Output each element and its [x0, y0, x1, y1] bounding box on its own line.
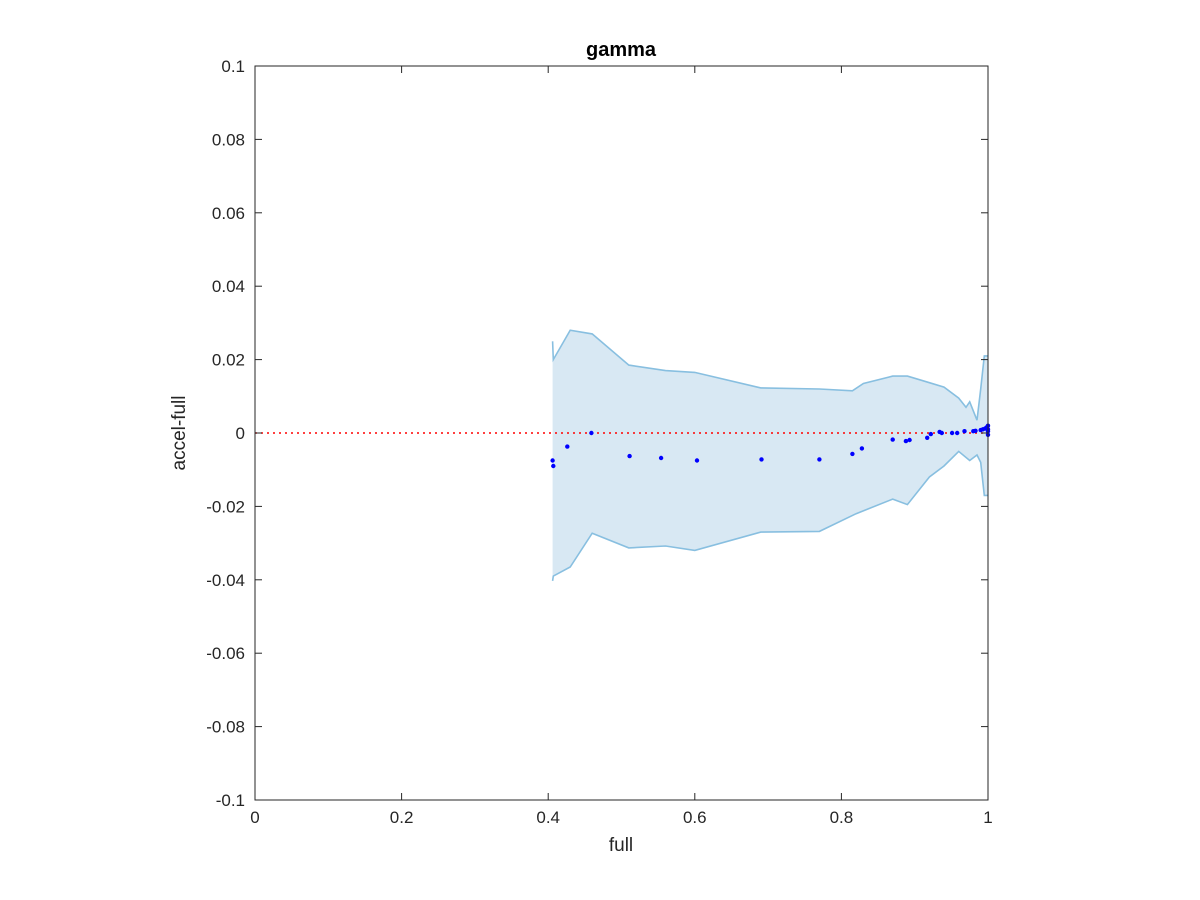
data-point — [550, 458, 555, 463]
y-tick-label: 0 — [236, 424, 245, 443]
band-upper-edge — [551, 329, 988, 421]
y-tick-label: -0.04 — [206, 571, 245, 590]
data-point — [551, 463, 556, 469]
x-tick-label: 0.4 — [536, 808, 560, 827]
data-point — [962, 429, 967, 434]
data-point — [955, 430, 960, 436]
data-point — [907, 437, 912, 443]
data-point — [903, 438, 909, 444]
x-tick-label: 0.6 — [683, 808, 707, 827]
data-point — [627, 453, 632, 459]
y-tick-label: -0.1 — [216, 791, 245, 810]
y-tick-label: 0.08 — [212, 130, 245, 149]
data-point — [565, 444, 570, 449]
y-tick-label: 0.04 — [212, 277, 245, 296]
data-point — [928, 431, 933, 437]
y-axis-label: accel-full — [169, 396, 190, 471]
x-axis-label: full — [609, 835, 633, 856]
y-tick-label: -0.06 — [206, 644, 245, 663]
data-point — [925, 435, 930, 440]
y-tick-label: 0.06 — [212, 204, 245, 223]
data-point — [939, 430, 944, 436]
data-point — [949, 430, 955, 436]
data-point — [817, 457, 822, 462]
x-tick-label: 1 — [983, 808, 992, 827]
y-tick-label: -0.02 — [206, 497, 245, 516]
band-lower-edge — [551, 450, 988, 582]
x-tick-label: 0.2 — [390, 808, 414, 827]
data-point — [890, 437, 895, 442]
data-point — [759, 457, 764, 462]
data-point — [589, 430, 594, 436]
y-tick-label: -0.08 — [206, 718, 245, 737]
data-point — [859, 446, 865, 451]
data-point — [694, 458, 700, 463]
x-tick-label: 0.8 — [830, 808, 854, 827]
data-point — [658, 455, 664, 461]
data-point — [850, 451, 855, 457]
y-tick-label: 0.02 — [212, 351, 245, 370]
data-point — [973, 428, 978, 433]
x-tick-label: 0 — [250, 808, 259, 827]
band-fill — [552, 330, 988, 581]
chart-title: gamma — [586, 39, 657, 61]
y-tick-label: 0.1 — [221, 57, 245, 76]
